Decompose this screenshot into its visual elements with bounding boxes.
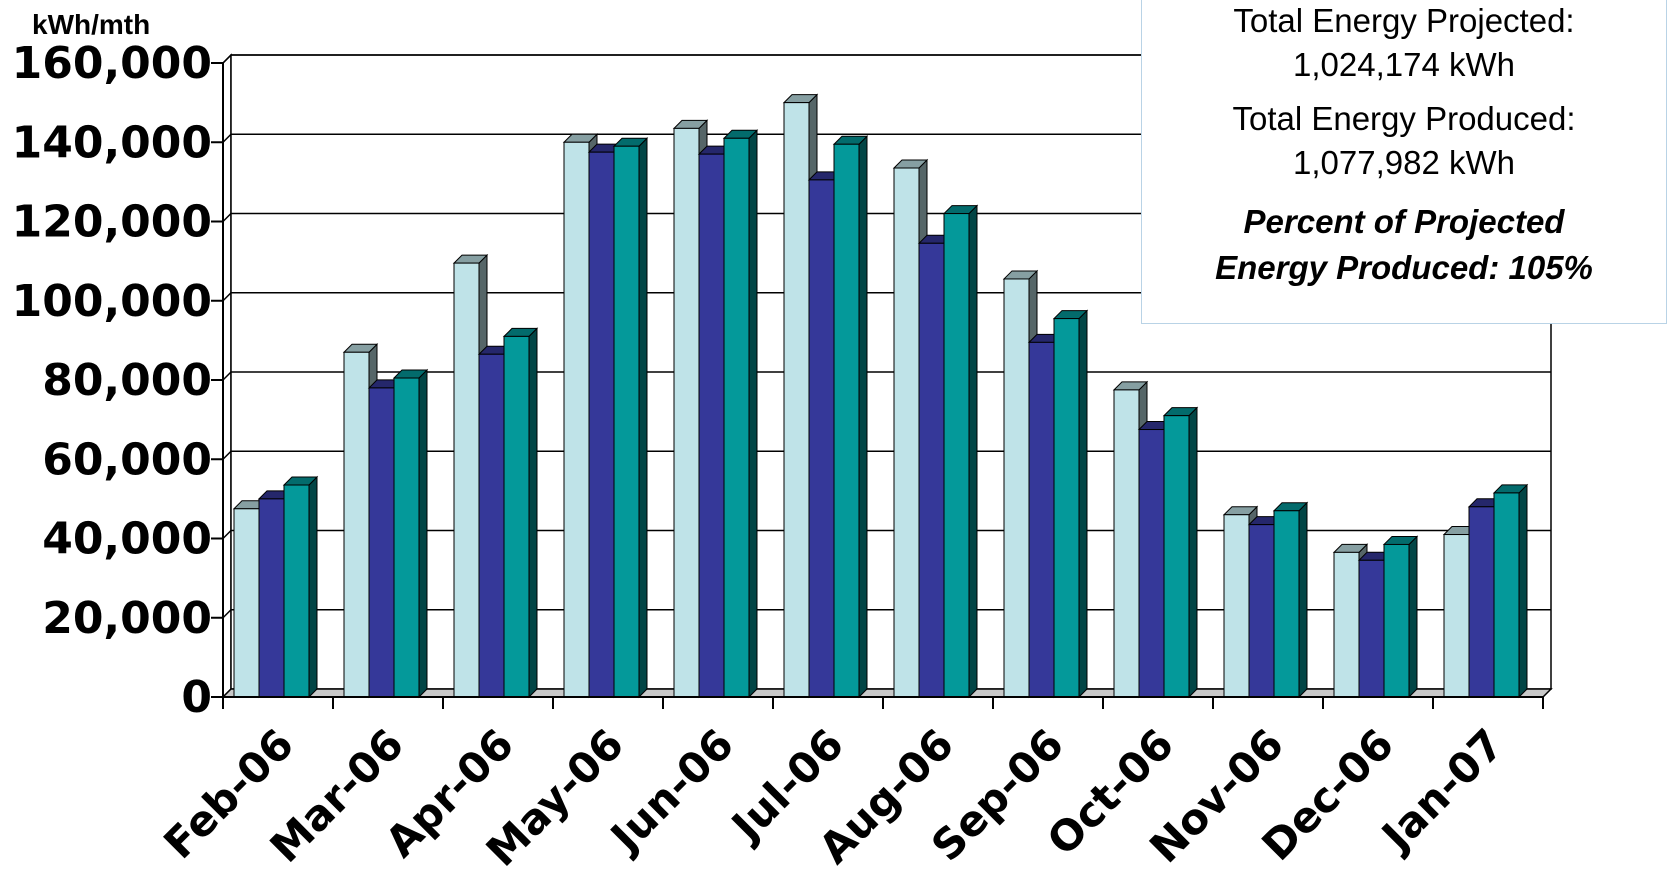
gridline-side	[222, 529, 232, 540]
bar-front	[343, 351, 370, 698]
gridline-side	[222, 212, 232, 223]
gridline-side	[222, 450, 232, 460]
bar-front	[1138, 429, 1165, 698]
bar-front	[1053, 318, 1080, 698]
y-tick-label: 100,000	[12, 276, 212, 327]
bar-front	[1273, 510, 1300, 698]
bar-front	[1333, 551, 1360, 698]
bar	[1382, 535, 1419, 699]
bar	[282, 475, 319, 699]
bar-side	[1408, 535, 1418, 699]
gridline-side	[222, 371, 232, 381]
bar	[1052, 309, 1089, 699]
bar	[502, 327, 539, 699]
bar-side	[1188, 406, 1198, 699]
bar-front	[808, 179, 835, 698]
y-tick-label: 40,000	[42, 514, 212, 565]
bar	[392, 368, 429, 699]
bar-side	[748, 129, 758, 699]
bar-front	[673, 127, 700, 698]
bar-front	[563, 141, 590, 698]
produced-value: 1,077,982 kWh	[1293, 144, 1515, 181]
gridline-side	[222, 54, 232, 64]
x-tick-label: Jun-06	[599, 719, 743, 863]
gridline-side	[222, 292, 232, 302]
bar-front	[1468, 506, 1495, 698]
gridline-side	[222, 133, 232, 143]
bar-front	[453, 262, 480, 698]
y-tick-label: 120,000	[12, 197, 212, 248]
bar-front	[943, 213, 970, 698]
bar	[832, 135, 869, 699]
bar-front	[918, 242, 945, 698]
bar-front	[723, 137, 750, 698]
bar-front	[698, 153, 725, 698]
bar	[1162, 406, 1199, 699]
bar-front	[368, 387, 395, 698]
bar-front	[233, 508, 260, 698]
bar-front	[1028, 341, 1055, 698]
bar-front	[893, 167, 920, 698]
bar-front	[1248, 524, 1275, 698]
bar-side	[528, 327, 538, 699]
bar-front	[1358, 559, 1385, 698]
bar-front	[1383, 543, 1410, 698]
y-axis-tick-labels: 0 20,000 40,000 60,000 80,000 100,000 120,000 1…	[12, 38, 212, 723]
bar-front	[478, 353, 505, 698]
bar-front	[503, 335, 530, 698]
bar	[722, 129, 759, 699]
bar-side	[968, 204, 978, 699]
bar-side	[418, 368, 428, 699]
bar-front	[833, 143, 860, 698]
y-tick-label: 160,000	[12, 38, 212, 89]
bar-front	[783, 102, 810, 698]
produced-label: Total Energy Produced:	[1232, 100, 1576, 137]
bar-side	[1078, 309, 1088, 699]
y-tick-label: 80,000	[42, 355, 212, 406]
x-tick-label: Jan-07	[1370, 719, 1513, 862]
bar-front	[1223, 514, 1250, 698]
bar-front	[613, 145, 640, 698]
bar-side	[1298, 501, 1308, 699]
bar-front	[1443, 534, 1470, 698]
bar-front	[1493, 492, 1520, 698]
bar-side	[858, 135, 868, 699]
bars	[232, 93, 1529, 699]
projected-label: Total Energy Projected:	[1233, 2, 1575, 39]
bar	[1492, 483, 1529, 699]
y-tick-label: 0	[181, 672, 212, 723]
energy-summary-box: Total Energy Projected: 1,024,174 kWh To…	[1141, 0, 1667, 324]
y-axis-title: kWh/mth	[32, 9, 150, 40]
gridline-side	[222, 609, 232, 619]
bar-front	[1113, 389, 1140, 698]
bar-front	[393, 377, 420, 698]
bar-front	[283, 484, 310, 698]
bar-front	[588, 151, 615, 698]
bar-side	[308, 475, 318, 699]
y-tick-label: 60,000	[42, 434, 212, 485]
projected-value: 1,024,174 kWh	[1293, 46, 1515, 83]
bar	[1272, 501, 1309, 699]
y-tick-label: 140,000	[12, 117, 212, 168]
bar	[942, 204, 979, 699]
percent-line-1: Percent of Projected	[1243, 203, 1565, 240]
bar-front	[1003, 278, 1030, 698]
percent-produced: Percent of Projected Energy Produced: 10…	[1142, 199, 1666, 291]
bar-side	[1518, 483, 1528, 699]
bar	[612, 137, 649, 699]
percent-line-2: Energy Produced: 105%	[1215, 249, 1593, 286]
bar-front	[258, 498, 285, 698]
bar-side	[638, 137, 648, 699]
y-tick-label: 20,000	[42, 593, 212, 644]
bar-front	[1163, 415, 1190, 698]
